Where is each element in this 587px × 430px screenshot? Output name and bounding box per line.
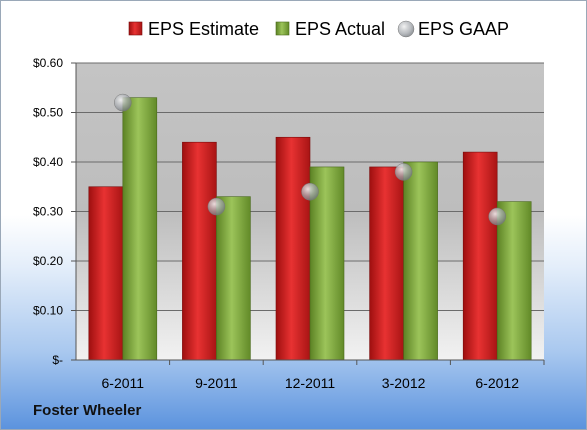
x-tick-label: 9-2011: [195, 375, 238, 391]
legend-swatch-eps-gaap: [397, 20, 415, 38]
bar-eps-estimate: [462, 151, 498, 361]
y-tick-label: $0.40: [33, 155, 63, 169]
bar-eps-actual: [309, 166, 345, 361]
bar-eps-actual: [122, 97, 158, 361]
legend-label: EPS Actual: [295, 19, 385, 39]
bar-eps-estimate: [182, 141, 217, 361]
y-tick-label: $0.30: [33, 205, 63, 219]
x-axis: 6-2011 9-2011 12-2011 3-2012 6-2012: [76, 359, 545, 391]
x-tick-label: 6-2011: [102, 375, 145, 391]
gaap-markers: [114, 93, 506, 226]
company-name: Foster Wheeler: [33, 402, 142, 419]
x-tick-label: 12-2011: [285, 375, 336, 391]
y-tick-label: $-: [52, 353, 63, 367]
y-tick-label: $0.60: [33, 56, 63, 70]
x-tick-label: 3-2012: [382, 375, 426, 391]
x-tick-label: 6-2012: [475, 375, 519, 391]
marker-eps-gaap: [394, 163, 413, 181]
bar-eps-actual: [216, 196, 251, 361]
marker-eps-gaap: [207, 197, 226, 216]
bar-eps-actual: [496, 201, 532, 361]
y-tick-label: $0.10: [33, 304, 63, 318]
bar-eps-estimate: [88, 186, 124, 361]
marker-eps-gaap: [301, 182, 319, 201]
y-tick-label: $0.50: [33, 106, 63, 120]
y-tick-label: $0.20: [33, 254, 63, 268]
bar-eps-estimate: [275, 136, 311, 361]
bar-eps-estimate: [369, 166, 404, 361]
legend-label: EPS GAAP: [418, 19, 509, 39]
y-axis: $- $0.10 $0.20 $0.30 $0.40 $0.50 $0.60: [33, 56, 77, 367]
bars: [88, 97, 532, 361]
legend-swatch-eps-actual: [275, 21, 290, 36]
bar-eps-actual: [403, 161, 438, 361]
marker-eps-gaap: [488, 207, 506, 226]
marker-eps-gaap: [114, 93, 132, 112]
legend: EPS Estimate EPS Actual EPS GAAP: [128, 19, 509, 39]
legend-label: EPS Estimate: [148, 19, 259, 39]
legend-swatch-eps-estimate: [128, 21, 143, 36]
